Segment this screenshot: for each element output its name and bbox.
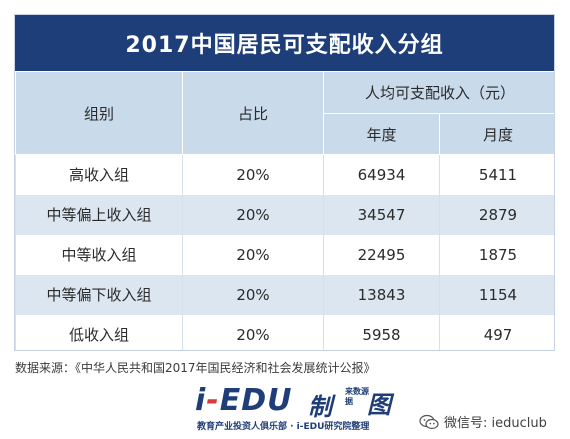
cell-monthly: 5411 [438, 154, 554, 195]
header-monthly: 月度 [438, 113, 554, 155]
table-row: 中等偏上收入组 20% 34547 2879 [15, 194, 554, 235]
header-income: 人均可支配收入（元） [322, 71, 554, 114]
cell-group: 中等收入组 [15, 234, 183, 275]
logo-wordmark: i-EDU [195, 383, 293, 418]
wechat-text: 微信号: ieduclub [444, 416, 547, 431]
cell-annual: 64934 [323, 154, 440, 195]
cell-annual: 34547 [323, 194, 440, 235]
cell-group: 中等偏下收入组 [15, 274, 183, 315]
income-table-card: 2017中国居民可支配收入分组 组别 占比 人均可支配收入（元） 年度 月度 高… [14, 14, 555, 351]
cell-share: 20% [182, 314, 324, 350]
header-group: 组别 [15, 71, 183, 155]
cell-group: 高收入组 [15, 154, 183, 195]
data-source-note: 数据来源：《中华人民共和国2017年国民经济和社会发展统计公报》 [15, 361, 376, 375]
cell-annual: 22495 [323, 234, 440, 275]
table-title: 2017中国居民可支配收入分组 [15, 15, 554, 71]
cell-monthly: 1875 [438, 234, 554, 275]
wechat-icon [419, 414, 439, 429]
table-row: 中等收入组 20% 22495 1875 [15, 234, 554, 275]
cell-share: 20% [182, 154, 324, 195]
table-row: 中等偏下收入组 20% 13843 1154 [15, 274, 554, 315]
cell-group: 中等偏上收入组 [15, 194, 183, 235]
cell-group: 低收入组 [15, 314, 183, 350]
header-share: 占比 [182, 71, 324, 155]
cell-share: 20% [182, 274, 324, 315]
table-row: 高收入组 20% 64934 5411 [15, 154, 554, 195]
wechat-id: 微信号: ieduclub [419, 412, 547, 431]
logo-source-mark: 来数源据 [345, 387, 369, 406]
header-annual: 年度 [323, 113, 440, 155]
cell-share: 20% [182, 194, 324, 235]
cell-share: 20% [182, 234, 324, 275]
cell-monthly: 1154 [438, 274, 554, 315]
iedu-logo: i-EDU 制 来数源据 图 教育产业投资人俱乐部 · i-EDU研究院整理 [195, 383, 405, 433]
cell-annual: 5958 [323, 314, 440, 350]
income-table: 组别 占比 人均可支配收入（元） 年度 月度 高收入组 20% 64934 54… [15, 71, 554, 350]
cell-monthly: 497 [438, 314, 554, 350]
logo-zhi: 制 [308, 393, 332, 421]
logo-tagline: 教育产业投资人俱乐部 · i-EDU研究院整理 [197, 422, 370, 432]
cell-annual: 13843 [323, 274, 440, 315]
logo-tu: 图 [367, 391, 391, 419]
table-row: 低收入组 20% 5958 497 [15, 314, 554, 350]
cell-monthly: 2879 [438, 194, 554, 235]
